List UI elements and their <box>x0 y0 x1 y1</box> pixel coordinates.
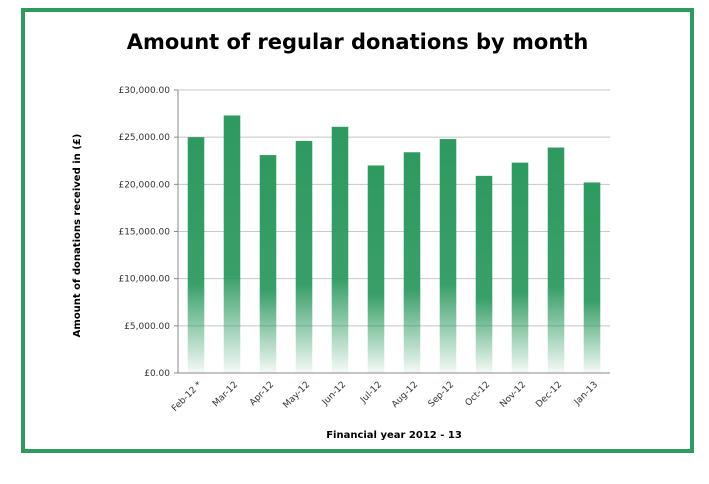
y-tick-label: £20,000.00 <box>118 180 170 190</box>
x-tick-label: May-12 <box>282 380 313 411</box>
x-tick-label: Mar-12 <box>211 380 240 409</box>
y-tick-label: £15,000.00 <box>118 228 170 238</box>
x-tick-label: Nov-12 <box>498 380 528 410</box>
bar <box>331 126 349 373</box>
bar <box>187 137 205 373</box>
x-tick-label: Feb-12 * <box>170 380 204 414</box>
y-tick-label: £10,000.00 <box>118 275 170 285</box>
x-tick-label: Apr-12 <box>248 380 276 408</box>
x-tick-label: Oct-12 <box>464 380 492 408</box>
x-tick-label: Dec-12 <box>534 380 564 410</box>
chart-title: Amount of regular donations by month <box>126 30 589 54</box>
chart-frame: Amount of regular donations by month <box>21 8 694 453</box>
bar <box>295 140 313 373</box>
x-axis-title: Financial year 2012 - 13 <box>326 430 462 441</box>
bar <box>511 162 529 373</box>
x-tick-label: Jun-12 <box>320 380 348 408</box>
x-tick-label: Jul-12 <box>358 380 384 406</box>
bar <box>439 139 457 373</box>
bar <box>403 152 421 373</box>
x-tick-label: Sep-12 <box>427 380 456 409</box>
bar <box>547 147 565 373</box>
bar <box>475 175 493 373</box>
y-tick-label: £30,000.00 <box>118 86 170 96</box>
bar <box>583 182 601 373</box>
bar <box>367 165 385 373</box>
x-tick-label: Aug-12 <box>390 380 420 410</box>
y-tick-label: £25,000.00 <box>118 133 170 143</box>
y-tick-label: £0.00 <box>144 369 170 379</box>
y-tick-label: £5,000.00 <box>124 322 170 332</box>
y-axis-title: Amount of donations received in (£) <box>72 134 83 338</box>
x-tick-label: Jan-13 <box>572 380 600 408</box>
bar <box>223 115 241 373</box>
bar <box>259 155 277 373</box>
